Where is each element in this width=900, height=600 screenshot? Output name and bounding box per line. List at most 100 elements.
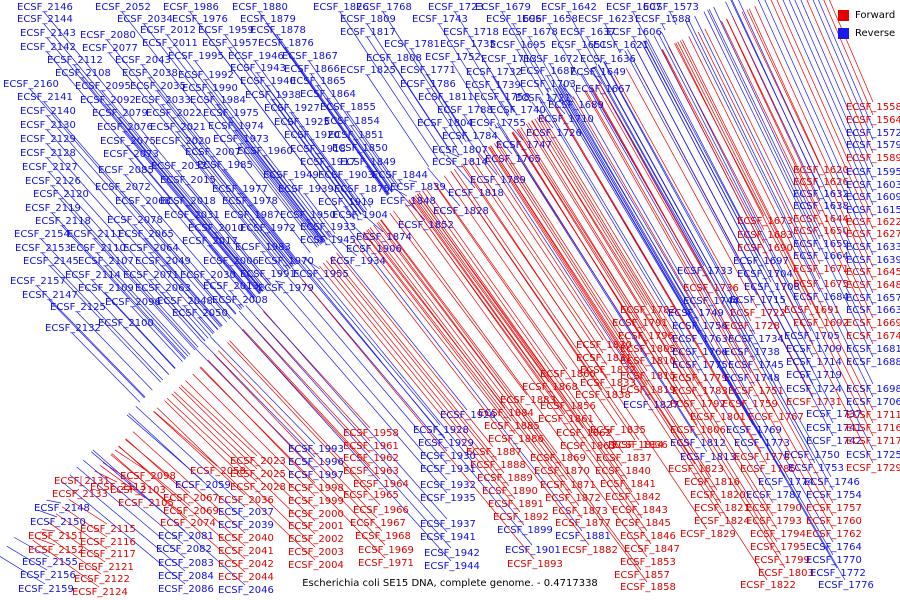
reverse-gene-label: ECSF_2083 (158, 558, 214, 569)
reverse-gene-label: ECSF_1723 (428, 2, 484, 13)
reverse-gene-label: ECSF_2079 (92, 108, 148, 119)
label-connector (748, 8, 874, 281)
label-connector (126, 145, 255, 299)
forward-gene-label: ECSF_1729 (846, 463, 900, 474)
reverse-gene-label: ECSF_1766 (672, 347, 728, 358)
label-connector (531, 101, 554, 129)
forward-gene-label: ECSF_1891 (488, 499, 544, 510)
reverse-gene-label: ECSF_1776 (818, 580, 874, 591)
reverse-gene-label: ECSF_1814 (432, 157, 488, 168)
reverse-gene-label: ECSF_1864 (300, 89, 356, 100)
reverse-gene-label: ECSF_2064 (123, 243, 179, 254)
reverse-gene-label: ECSF_2011 (142, 38, 198, 49)
reverse-gene-label: ECSF_1904 (332, 210, 388, 221)
reverse-gene-label: ECSF_2078 (107, 215, 163, 226)
forward-gene-label: ECSF_1861 (538, 414, 594, 425)
reverse-swatch (838, 27, 849, 39)
reverse-gene-label: ECSF_1972 (240, 223, 296, 234)
label-connector (427, 167, 461, 207)
label-connector (227, 342, 381, 506)
label-connector (76, 311, 153, 391)
label-connector (0, 556, 46, 585)
legend-reverse-label: Reverse (855, 27, 896, 39)
reverse-gene-label: ECSF_2108 (55, 68, 111, 79)
label-connector (516, 49, 544, 96)
label-connector (685, 20, 821, 293)
reverse-gene-label: ECSF_1588 (635, 14, 691, 25)
reverse-gene-label: ECSF_2034 (117, 14, 173, 25)
forward-gene-label: ECSF_2067 (163, 493, 219, 504)
forward-gene-label: ECSF_2131 (54, 476, 110, 487)
label-connector (249, 322, 371, 454)
label-connector (764, 0, 874, 243)
label-connector (339, 11, 439, 161)
label-connector (703, 11, 821, 252)
label-connector (186, 205, 261, 294)
label-connector (586, 36, 602, 64)
forward-gene-label: ECSF_1837 (596, 453, 652, 464)
reverse-gene-label: ECSF_1848 (380, 196, 436, 207)
label-connector (366, 166, 388, 196)
label-connector (418, 192, 633, 493)
reverse-gene-label: ECSF_1753 (788, 463, 844, 474)
reverse-gene-label: ECSF_2084 (158, 571, 214, 582)
label-connector (398, 179, 403, 186)
reverse-gene-label: ECSF_1804 (417, 118, 473, 129)
label-connector (512, 23, 552, 91)
label-connector (271, 99, 359, 217)
reverse-gene-label: ECSF_1945 (300, 235, 356, 246)
label-connector (369, 227, 573, 494)
label-connector (726, 18, 821, 215)
label-connector (625, 67, 758, 309)
reverse-gene-label: ECSF_1747 (496, 140, 552, 151)
label-connector (229, 265, 257, 298)
reverse-gene-label: ECSF_1918 (290, 144, 346, 155)
reverse-gene-label: ECSF_2153 (15, 243, 71, 254)
reverse-gene-label: ECSF_1719 (786, 370, 842, 381)
forward-gene-label: ECSF_1871 (540, 480, 596, 491)
reverse-gene-label: ECSF_2159 (18, 584, 74, 595)
reverse-gene-label: ECSF_1825 (340, 65, 396, 76)
label-connector (204, 79, 328, 240)
reverse-gene-label: ECSF_1768 (356, 2, 412, 13)
label-connector (413, 196, 550, 383)
forward-gene-label: ECSF_1870 (534, 466, 590, 477)
label-connector (818, 0, 874, 129)
label-connector (687, 18, 874, 398)
label-connector (216, 104, 324, 244)
reverse-gene-label: ECSF_2085 (98, 165, 154, 176)
reverse-gene-label: ECSF_1786 (400, 79, 456, 90)
label-connector (449, 152, 460, 158)
label-connector (497, 122, 708, 453)
reverse-gene-label: ECSF_1681 (846, 344, 900, 355)
reverse-gene-label: ECSF_2039 (218, 520, 274, 531)
label-connector (266, 232, 294, 267)
label-connector (494, 124, 498, 129)
label-connector (528, 122, 778, 530)
figure-caption: Escherichia coli SE15 DNA, complete geno… (302, 578, 598, 589)
label-connector (118, 445, 246, 560)
label-connector (301, 279, 535, 560)
reverse-gene-label: ECSF_1957 (202, 38, 258, 49)
forward-gene-label: ECSF_1782 (620, 305, 676, 316)
label-connector (301, 259, 441, 426)
label-connector (114, 449, 148, 472)
forward-gene-label: ECSF_2036 (218, 495, 274, 506)
label-connector (446, 154, 476, 189)
reverse-gene-label: ECSF_1879 (240, 14, 296, 25)
label-connector (354, 139, 393, 193)
label-connector (598, 82, 834, 504)
label-connector (48, 521, 106, 563)
reverse-gene-label: ECSF_1878 (250, 25, 306, 36)
reverse-gene-label: ECSF_1828 (433, 206, 489, 217)
label-connector (422, 190, 628, 480)
reverse-gene-label: ECSF_1703 (520, 79, 576, 90)
forward-gene-label: ECSF_1674 (846, 331, 900, 342)
forward-gene-label: ECSF_1767 (748, 412, 804, 423)
reverse-gene-label: ECSF_2148 (34, 503, 90, 514)
label-connector (253, 298, 448, 520)
label-connector (276, 34, 390, 195)
reverse-gene-label: ECSF_1651 (551, 40, 607, 51)
label-connector (328, 238, 468, 411)
reverse-gene-label: ECSF_1724 (786, 384, 842, 395)
